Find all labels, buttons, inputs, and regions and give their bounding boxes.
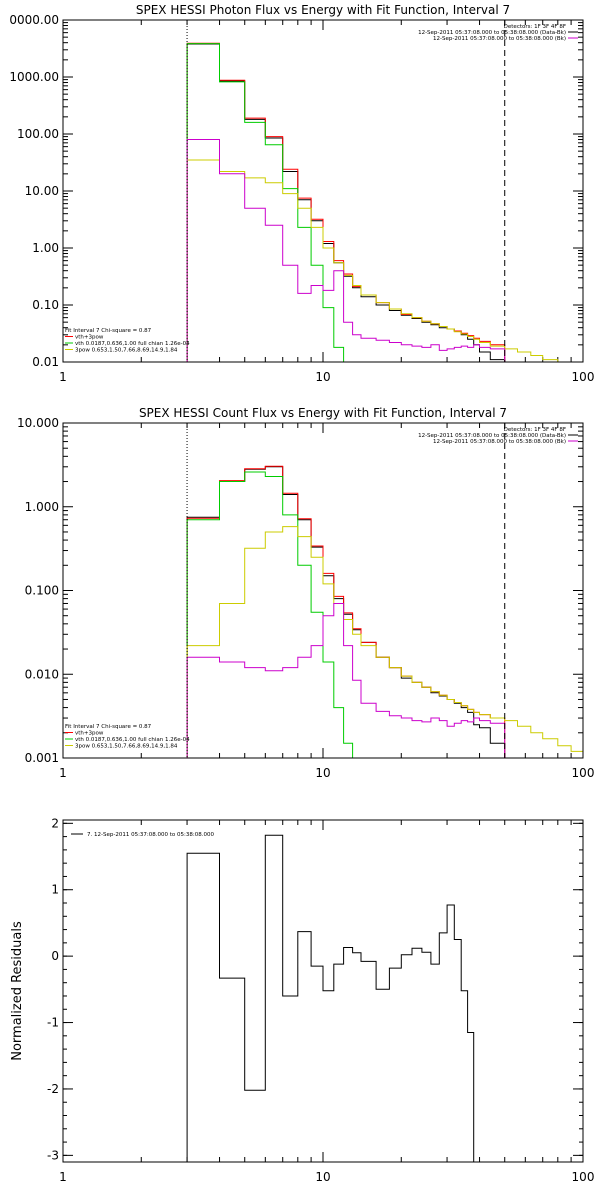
y-tick-label: 0.01 [32, 355, 59, 369]
legend-entry: Fit Interval 7 Chi-square = 0.87 [65, 724, 152, 730]
series-total-line [186, 42, 506, 362]
y-tick-label: -2 [47, 1082, 59, 1096]
series-background-line [186, 603, 506, 758]
x-axis-ticks: 1 10 100 [59, 423, 594, 780]
y-tick-label: 2 [51, 816, 59, 830]
x-tick-label: 10 [315, 1170, 330, 1184]
series-residual-line [186, 834, 505, 1162]
y-axis-ticks: 0.001 0.010 0.100 1.000 10.000 [17, 416, 583, 765]
y-axis-ticks: -3 -2 -1 0 1 2 [47, 816, 583, 1162]
series-background-line [186, 139, 506, 362]
legend-entry: vth 0.0187,0.636,1.00 full chian 1.26e-0… [75, 737, 190, 743]
x-axis-ticks: 1 10 100 [59, 820, 594, 1184]
chart-title: SPEX HESSI Photon Flux vs Energy with Fi… [136, 3, 510, 17]
y-axis-label: Normalized Residuals [10, 921, 25, 1061]
legend-entry: vth 0.0187,0.636,1.00 full chian 1.26e-0… [75, 341, 190, 347]
info-line: 12-Sep-2011 05:37:08.000 to 05:38:08.000… [433, 36, 566, 42]
info-line: 12-Sep-2011 05:37:08.000 to 05:38:08.000… [418, 433, 566, 439]
legend-entry: vth+3pow [75, 731, 104, 737]
y-tick-label: 0.010 [25, 667, 59, 681]
x-tick-label: 100 [572, 766, 595, 780]
plot-frame [62, 422, 584, 759]
info-line: 12-Sep-2011 05:37:08.000 to 05:38:08.000… [418, 30, 566, 36]
x-tick-label: 1 [59, 1170, 67, 1184]
info-line: Detectors: 1F 3F 4F 8F [504, 427, 566, 433]
y-axis-ticks: 0.01 0.10 1.00 10.00 100.00 1000.00 0000.00 [9, 13, 583, 369]
series-group [186, 834, 505, 1162]
chart-count: SPEX HESSI Count Flux vs Energy with Fit… [17, 406, 594, 780]
y-tick-label: 0.001 [25, 751, 59, 765]
x-tick-label: 1 [59, 766, 67, 780]
x-tick-label: 1 [59, 370, 67, 384]
info-line: 12-Sep-2011 05:37:08.000 to 05:38:08.000… [433, 439, 566, 445]
series-thermal-line [186, 471, 354, 758]
y-tick-label: 1000.00 [9, 70, 59, 84]
x-tick-label: 10 [315, 766, 330, 780]
y-tick-label: 10.00 [25, 184, 59, 198]
legend-entry: 3pow 0.653,1.50,7.66,8.69,14.9,1.84 [75, 744, 178, 750]
legend-entry: vth+3pow [75, 335, 104, 341]
y-tick-label: 0000.00 [9, 13, 59, 27]
y-tick-label: 100.00 [17, 127, 59, 141]
series-group [186, 465, 583, 758]
y-tick-label: 1 [51, 883, 59, 897]
series-powerlaw-line [186, 526, 583, 758]
series-group [186, 42, 572, 362]
chart-title: SPEX HESSI Count Flux vs Energy with Fit… [139, 406, 507, 420]
series-thermal-line [186, 43, 345, 362]
y-tick-label: -3 [47, 1148, 59, 1162]
chart-residuals: Normalized Residuals 1 10 100 -3 -2 -1 0 1 2 7. 12… [10, 816, 594, 1184]
legend-entry: 3pow 0.653,1.50,7.66,8.69,14.9,1.84 [75, 348, 178, 354]
x-tick-label: 10 [315, 370, 330, 384]
y-tick-label: 0.100 [25, 584, 59, 598]
series-data-line [186, 43, 506, 362]
plot-frame [62, 19, 584, 363]
y-tick-label: 10.000 [17, 416, 59, 430]
series-total-line [186, 465, 506, 758]
info-line: Detectors: 1F 3F 4F 8F [504, 24, 566, 30]
y-tick-label: 0.10 [32, 298, 59, 312]
x-tick-label: 100 [572, 370, 595, 384]
legend-entry: Fit Interval 7 Chi-square = 0.87 [65, 328, 152, 334]
plot-frame [62, 819, 584, 1163]
x-tick-label: 100 [572, 1170, 595, 1184]
legend-entry: 7. 12-Sep-2011 05:37:08.000 to 05:38:08.… [87, 832, 214, 838]
y-tick-label: 1.000 [25, 500, 59, 514]
series-powerlaw-line [186, 159, 572, 362]
y-tick-label: 1.00 [32, 241, 59, 255]
y-tick-label: 0 [51, 949, 59, 963]
y-tick-label: -1 [47, 1016, 59, 1030]
chart-photon: SPEX HESSI Photon Flux vs Energy with Fi… [9, 3, 594, 384]
